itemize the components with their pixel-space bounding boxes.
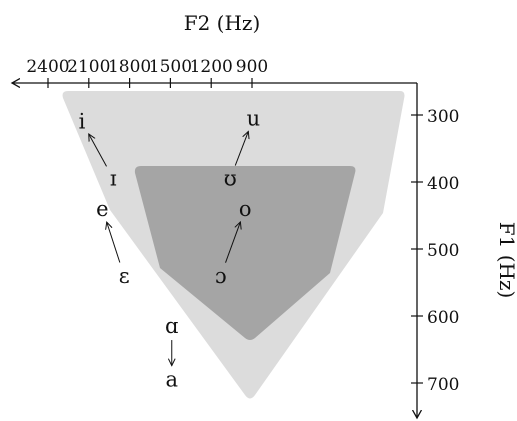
- x-tick-label: 2400: [26, 57, 69, 77]
- x-tick-label: 1500: [149, 57, 192, 77]
- y-tick-label: 400: [427, 174, 459, 194]
- y-tick-label: 300: [427, 107, 459, 127]
- vowel-labels: i e a o u ɪ ɛ ɑ ɔ ʊ: [79, 106, 260, 391]
- vowel-regions: [62, 91, 405, 399]
- vowel-label: o: [239, 197, 252, 221]
- x-axis-title: F2 (Hz): [184, 11, 261, 35]
- vowel-label: ʊ: [224, 167, 237, 191]
- inner-vowel-region: [134, 166, 356, 340]
- shift-arrow: [89, 134, 107, 167]
- y-tick-label: 700: [427, 375, 459, 395]
- vowel-label: e: [96, 197, 108, 221]
- vowel-label: ɔ: [215, 264, 227, 288]
- shift-arrows: [89, 131, 249, 365]
- shift-arrow: [225, 222, 241, 263]
- y-tick-label: 600: [427, 308, 459, 328]
- vowel-label: ɑ: [165, 314, 178, 338]
- x-tick-label: 900: [236, 57, 268, 77]
- vowel-label: ɛ: [119, 264, 130, 288]
- x-tick-label: 1800: [108, 57, 151, 77]
- vowel-label: ɪ: [110, 167, 117, 191]
- vowel-label: a: [165, 368, 178, 392]
- shift-arrow: [234, 131, 248, 166]
- y-ticks: 300 400 500 600 700: [411, 107, 459, 395]
- vowel-label: u: [247, 106, 261, 130]
- y-axis-title: F1 (Hz): [495, 222, 517, 299]
- x-tick-label: 1200: [190, 57, 233, 77]
- x-tick-label: 2100: [67, 57, 110, 77]
- y-tick-label: 500: [427, 241, 459, 261]
- vowel-label: i: [79, 110, 86, 134]
- shift-arrow: [107, 222, 121, 263]
